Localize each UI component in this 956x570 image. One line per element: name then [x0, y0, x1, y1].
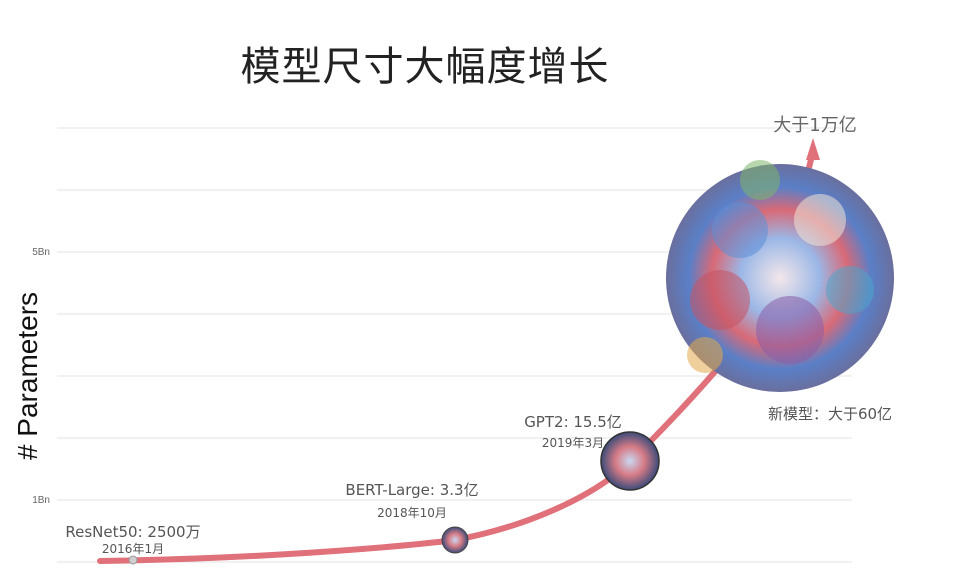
point-label: ResNet50: 2500万	[65, 523, 200, 541]
point-marker-gpt2	[600, 431, 660, 491]
point-label: GPT2: 15.5亿	[524, 413, 622, 431]
point-label: 新模型：大于60亿	[768, 405, 892, 423]
point-marker-bert-large	[441, 526, 469, 554]
point-date: 2019年3月	[542, 436, 604, 450]
point-date: 2016年1月	[102, 542, 164, 556]
growth-arrowhead	[806, 138, 820, 160]
y-tick-label: 1Bn	[32, 495, 50, 506]
point-date: 2018年10月	[377, 506, 447, 520]
new-model-texture	[687, 160, 874, 373]
point-marker-resnet50	[128, 555, 138, 565]
point-label: BERT-Large: 3.3亿	[345, 481, 478, 499]
grid-lines	[57, 127, 852, 563]
chart-title: 模型尺寸大幅度增长	[240, 44, 610, 90]
y-tick-label: 5Bn	[32, 247, 50, 258]
arrow-label: 大于1万亿	[773, 115, 856, 136]
